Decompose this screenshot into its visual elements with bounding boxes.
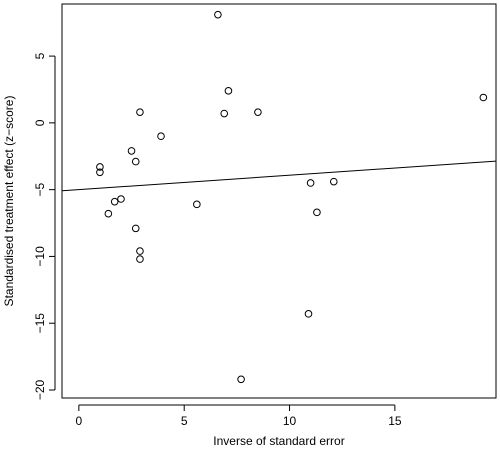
y-tick-label: −15 (33, 313, 47, 334)
data-point (313, 208, 321, 217)
data-point (224, 87, 233, 95)
data-point (131, 224, 140, 233)
y-tick-label: 5 (33, 52, 47, 59)
data-point (127, 147, 136, 155)
data-point (136, 255, 144, 263)
axis-ticks: 0 5 10 15 5 0 −5 −10 −15 −20 (33, 52, 402, 428)
data-point (136, 247, 144, 255)
data-point (96, 168, 104, 177)
data-point (214, 10, 222, 19)
data-point (104, 209, 113, 218)
data-point (220, 109, 229, 118)
data-point (479, 93, 488, 102)
y-tick-label: −10 (33, 246, 47, 267)
data-points (96, 10, 488, 384)
data-point (304, 310, 313, 318)
data-point (306, 179, 315, 187)
data-point (110, 197, 119, 206)
data-point (193, 200, 201, 209)
data-point (157, 132, 165, 141)
plot-frame (61, 3, 497, 399)
y-tick-label: −5 (33, 182, 47, 196)
regression-line (61, 160, 497, 192)
y-axis-title: Standardised treatment effect (z−score) (2, 96, 16, 307)
data-point (117, 195, 125, 203)
x-tick-label: 10 (283, 414, 297, 428)
data-point (136, 108, 144, 116)
y-tick-label: 0 (33, 119, 47, 126)
y-tick-label: −20 (33, 379, 47, 400)
x-tick-label: 5 (181, 414, 188, 428)
data-point (254, 108, 262, 116)
x-tick-label: 0 (76, 414, 83, 428)
x-axis-title: Inverse of standard error (213, 434, 344, 448)
data-point (96, 163, 104, 171)
data-point (131, 157, 140, 166)
data-point (237, 375, 245, 384)
data-point (329, 177, 338, 186)
x-tick-label: 15 (388, 414, 402, 428)
